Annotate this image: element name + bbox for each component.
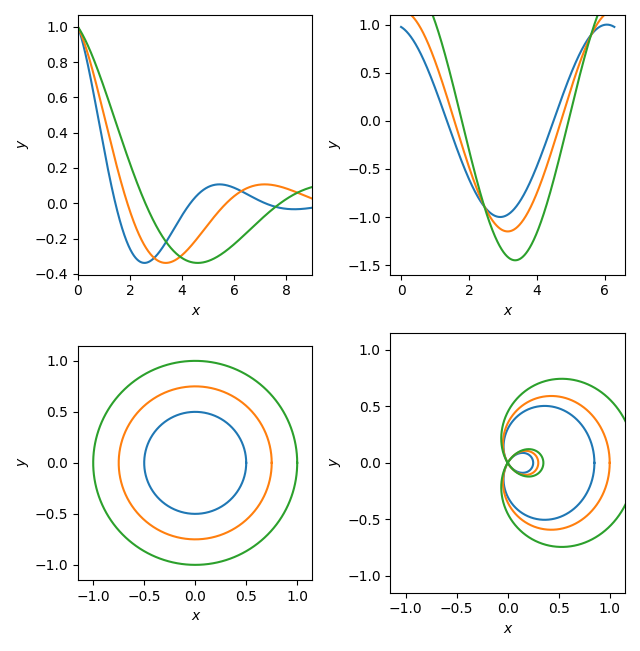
Y-axis label: y: y	[328, 459, 342, 467]
X-axis label: x: x	[191, 304, 199, 318]
X-axis label: x: x	[504, 304, 512, 318]
Y-axis label: y: y	[328, 141, 342, 149]
X-axis label: x: x	[191, 609, 199, 624]
Y-axis label: y: y	[15, 141, 29, 149]
X-axis label: x: x	[504, 622, 512, 636]
Y-axis label: y: y	[15, 459, 29, 467]
